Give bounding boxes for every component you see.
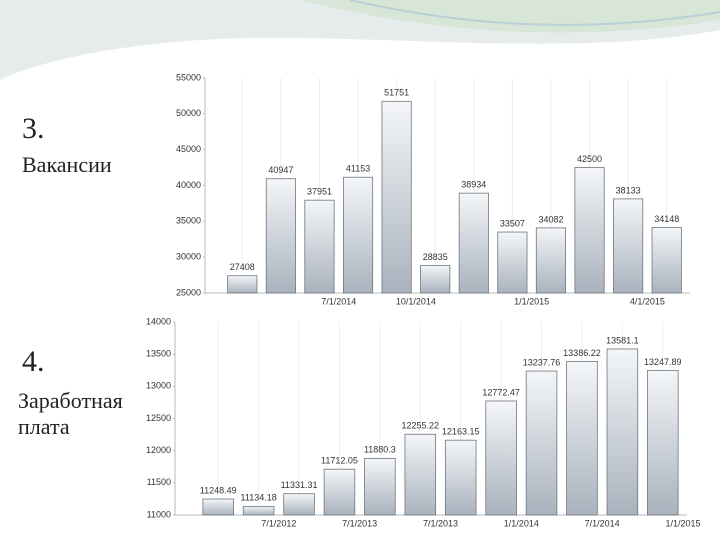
bar [364, 457, 396, 516]
value-label: 11134.18 [241, 493, 277, 503]
x-tick-label: 1/1/2015 [665, 518, 700, 528]
value-label: 40947 [268, 165, 293, 175]
value-label: 34082 [538, 214, 563, 224]
value-label: 42500 [577, 154, 602, 164]
y-tick-label: 14000 [146, 316, 171, 326]
bar [651, 227, 682, 294]
bar [566, 361, 598, 516]
y-tick-label: 45000 [176, 144, 201, 154]
value-label: 13237.76 [523, 357, 561, 367]
value-label: 12255.22 [402, 421, 440, 431]
value-label: 12772.47 [482, 387, 520, 397]
bar [381, 100, 412, 294]
value-label: 38934 [461, 180, 486, 190]
bar [202, 498, 234, 516]
value-label: 51751 [384, 88, 409, 98]
bar [404, 433, 437, 516]
bar [458, 192, 489, 294]
y-tick-label: 50000 [176, 108, 201, 118]
value-label: 11880.3 [364, 445, 396, 455]
bar [265, 178, 296, 294]
y-tick-label: 35000 [176, 216, 201, 226]
value-label: 33507 [500, 218, 525, 228]
y-tick-label: 40000 [176, 180, 201, 190]
x-tick-label: 1/1/2015 [514, 296, 549, 306]
x-tick-label: 7/1/2012 [261, 518, 296, 528]
section-number: 3. [22, 112, 45, 145]
x-tick-label: 10/1/2014 [396, 296, 436, 306]
value-label: 11712.05 [321, 456, 358, 466]
y-tick-label: 25000 [176, 287, 201, 297]
bar [574, 167, 605, 294]
section-title: Вакансии [22, 152, 112, 177]
x-tick-label: 7/1/2014 [585, 518, 620, 528]
y-tick-label: 12000 [146, 445, 171, 455]
bar [535, 227, 567, 294]
y-tick-label: 12500 [146, 413, 171, 423]
value-label: 41153 [346, 164, 370, 174]
value-label: 34148 [654, 214, 679, 224]
y-tick-label: 30000 [176, 252, 201, 262]
bar [485, 400, 517, 516]
y-tick-label: 11500 [147, 477, 171, 487]
value-label: 37951 [307, 187, 332, 197]
decor [349, 0, 720, 26]
value-label: 27408 [230, 262, 255, 272]
bar [304, 199, 335, 294]
value-label: 13581.1 [606, 335, 639, 345]
bar [420, 265, 451, 294]
section-title: Заработная плата [18, 388, 123, 439]
value-label: 13247.89 [644, 357, 682, 367]
y-tick-label: 55000 [176, 72, 201, 82]
bar [647, 369, 679, 516]
bar [525, 370, 558, 516]
bar [342, 176, 374, 294]
bar [497, 231, 528, 294]
bar [444, 439, 477, 516]
bar [323, 468, 356, 516]
x-tick-label: 4/1/2015 [630, 296, 665, 306]
bar [227, 275, 258, 294]
value-label: 12163.15 [442, 427, 480, 437]
bar [606, 348, 639, 516]
x-tick-label: 1/1/2014 [504, 518, 539, 528]
value-label: 38133 [616, 185, 641, 195]
value-label: 11248.49 [200, 485, 237, 495]
x-tick-label: 7/1/2013 [342, 518, 377, 528]
bar [613, 198, 644, 294]
y-tick-label: 13000 [146, 381, 171, 391]
bar [242, 505, 275, 516]
section-number: 4. [22, 345, 45, 378]
y-tick-label: 13500 [146, 349, 171, 359]
x-tick-label: 7/1/2014 [321, 296, 356, 306]
y-tick-label: 11000 [147, 509, 171, 519]
value-label: 28835 [423, 252, 448, 262]
value-label: 11331.31 [281, 480, 318, 490]
value-label: 13386.22 [563, 348, 601, 358]
x-tick-label: 7/1/2013 [423, 518, 458, 528]
bar [283, 493, 315, 516]
